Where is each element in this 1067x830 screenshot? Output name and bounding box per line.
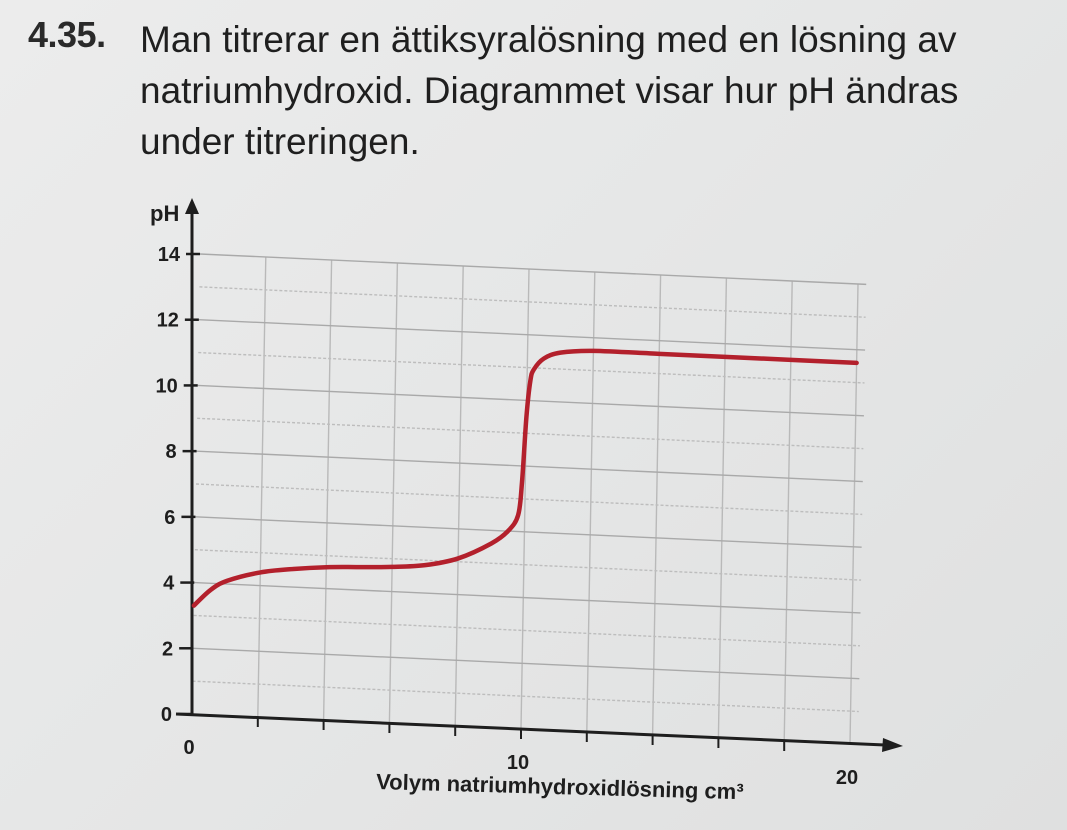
y-tick-label: 14 — [158, 244, 181, 266]
grid-line-horizontal — [196, 450, 863, 483]
y-tick-label: 10 — [155, 375, 177, 397]
grid-line-horizontal — [193, 614, 860, 647]
problem-text: Man titrerar en ättiksyralösning med en … — [140, 14, 1050, 167]
x-tick-label: 10 — [507, 752, 529, 774]
grid-line-horizontal — [192, 680, 859, 713]
y-tick-label: 4 — [163, 573, 175, 595]
x-axis-title-text: Volym natriumhydroxidlösning — [376, 769, 699, 803]
x-axis-title: Volym natriumhydroxidlösning cm³ — [376, 769, 744, 804]
grid-line-horizontal — [197, 384, 864, 417]
y-tick-label: 8 — [165, 441, 176, 463]
grid-line-horizontal — [194, 581, 861, 614]
y-tick-label: 12 — [157, 310, 179, 332]
problem-text-line-3: under titreringen. — [140, 121, 420, 162]
x-axis — [175, 712, 886, 747]
x-axis-unit: cm³ — [704, 778, 744, 804]
x-tick-label: 0 — [183, 737, 194, 759]
y-tick-label: 6 — [164, 507, 175, 529]
grid — [192, 253, 867, 745]
y-tick-label: 2 — [162, 638, 173, 660]
ticks: 0 2 4 6 8 10 12 14 0 10 20 — [155, 244, 858, 789]
x-tick-label: 20 — [836, 767, 858, 789]
grid-line-horizontal — [198, 319, 866, 351]
grid-line-horizontal — [194, 549, 862, 581]
problem-text-line-2: natriumhydroxid. Diagrammet visar hur pH… — [140, 70, 959, 111]
grid-line-horizontal — [195, 516, 862, 548]
ph-curve — [191, 348, 859, 608]
grid-line-horizontal — [197, 417, 864, 450]
grid-line-horizontal — [199, 253, 867, 286]
y-axis-arrow-icon — [185, 198, 199, 214]
x-axis-arrow-icon — [882, 738, 903, 752]
grid-line-horizontal — [193, 647, 860, 680]
problem-text-line-1: Man titrerar en ättiksyralösning med en … — [140, 19, 957, 60]
axes — [175, 198, 903, 752]
grid-line-horizontal — [195, 483, 863, 516]
grid-line-vertical — [454, 265, 464, 727]
grid-line-horizontal — [199, 286, 866, 318]
y-tick-label: 0 — [161, 704, 172, 726]
grid-line-horizontal — [198, 351, 865, 384]
grid-line-vertical — [520, 268, 530, 730]
y-axis-title: pH — [150, 201, 179, 226]
problem-number: 4.35. — [28, 14, 106, 55]
